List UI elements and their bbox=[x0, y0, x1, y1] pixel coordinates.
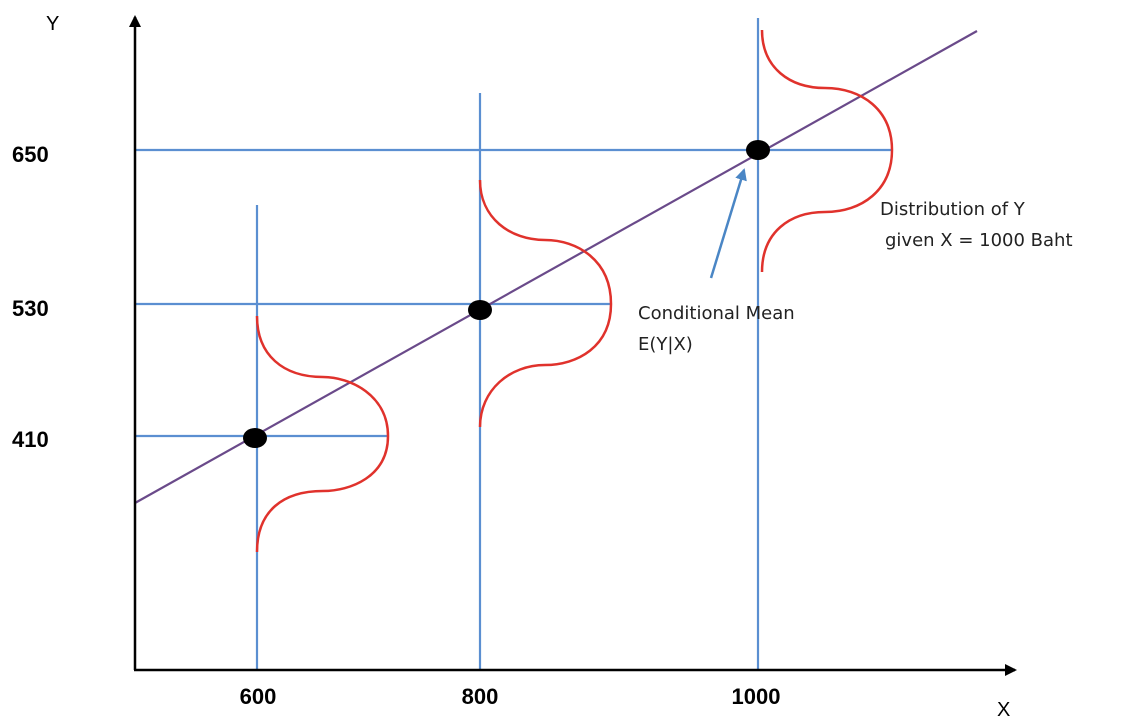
conditional-mean-formula: E(Y|X) bbox=[638, 334, 693, 355]
y-tick-label-530: 530 bbox=[12, 296, 49, 321]
conditional-mean-points bbox=[243, 140, 770, 448]
mean-point-800 bbox=[468, 300, 492, 320]
distribution-given-label: given X = 1000 Baht bbox=[885, 230, 1073, 251]
horizontal-guides bbox=[135, 148, 892, 438]
distribution-curve-600 bbox=[255, 315, 390, 553]
y-axis-label: Y bbox=[46, 13, 59, 35]
distribution-curve-800 bbox=[478, 179, 613, 428]
y-tick-label-650: 650 bbox=[12, 142, 49, 167]
axes bbox=[129, 15, 1017, 676]
distribution-curves bbox=[255, 29, 894, 553]
conditional-mean-arrow bbox=[709, 168, 747, 279]
conditional-mean-label: Conditional Mean bbox=[638, 303, 795, 324]
distribution-label: Distribution of Y bbox=[880, 199, 1026, 220]
y-tick-label-410: 410 bbox=[12, 427, 49, 452]
x-axis-label: X bbox=[997, 699, 1010, 721]
x-tick-label-600: 600 bbox=[240, 684, 277, 709]
mean-point-600 bbox=[243, 428, 267, 448]
x-tick-label-1000: 1000 bbox=[732, 684, 781, 709]
regression-line bbox=[134, 30, 978, 504]
distribution-curve-1000 bbox=[760, 29, 894, 273]
x-tick-label-800: 800 bbox=[462, 684, 499, 709]
mean-point-1000 bbox=[746, 140, 770, 160]
